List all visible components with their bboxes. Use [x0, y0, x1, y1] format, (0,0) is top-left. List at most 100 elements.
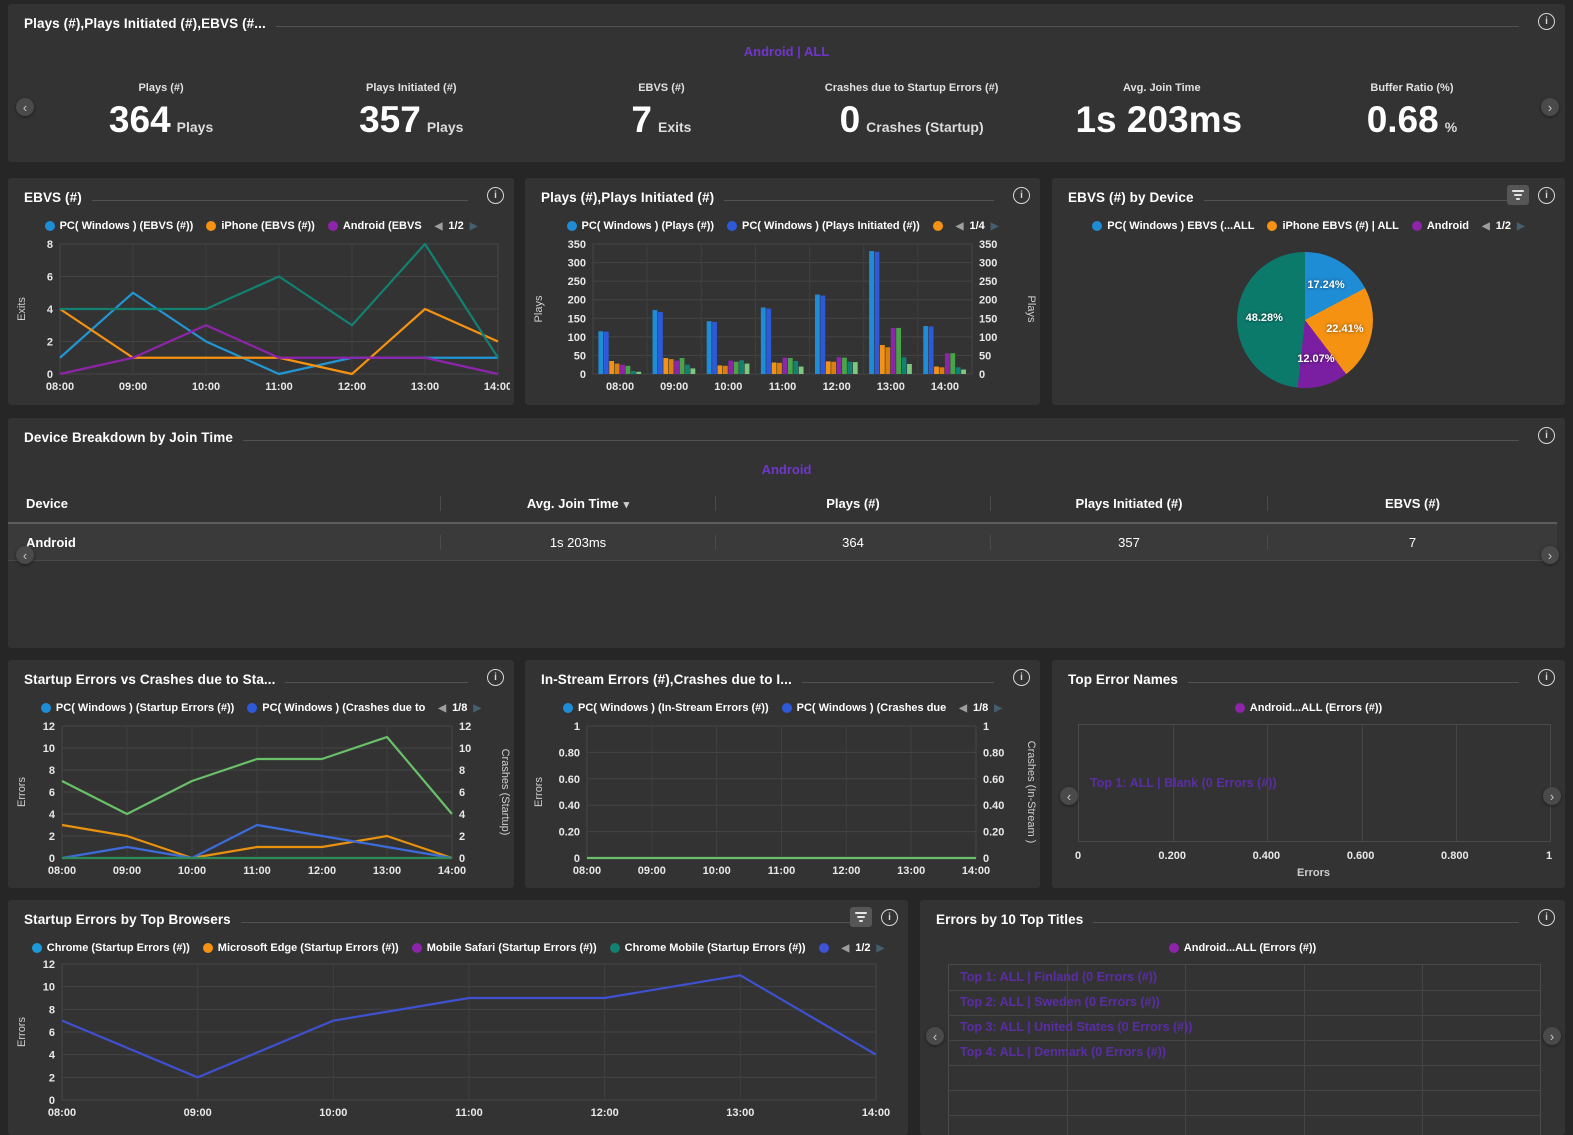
legend-item[interactable]: PC( Windows ) (Startup Errors (#)) [40, 702, 234, 714]
filter-icon[interactable] [850, 907, 872, 927]
browsers-line-chart[interactable]: 0 2 4 6 8 10 12 Errors 08:00 09:00 10:00 11:00 12:00… [12, 958, 904, 1128]
info-icon[interactable] [1538, 669, 1555, 686]
legend-page-number: 1/2 [448, 220, 464, 232]
scroll-left-button[interactable] [926, 1027, 944, 1045]
legend-label: PC( Windows ) (Crashes due to [262, 702, 426, 714]
svg-text:14:00: 14:00 [484, 381, 510, 393]
legend-next-icon[interactable] [1517, 221, 1525, 232]
x-axis-tick: 0.600 [1346, 850, 1375, 862]
svg-text:11:00: 11:00 [265, 381, 293, 393]
legend-item[interactable]: Mobile Safari (Startup Errors (#)) [411, 942, 597, 954]
info-icon[interactable] [1538, 187, 1555, 204]
info-icon[interactable] [1538, 427, 1555, 444]
legend-item[interactable]: PC( Windows ) (EBVS (#)) [44, 220, 193, 232]
legend-item[interactable]: Android...ALL (Errors (#)) [1168, 942, 1316, 954]
legend-next-icon[interactable] [994, 703, 1002, 714]
divider [1093, 921, 1519, 923]
ebvs-line-chart[interactable]: 0 2 4 6 8 Exits 08:00 09:00 10:00 11:00 12:00 13:00… [12, 236, 512, 398]
scroll-right-button[interactable] [1541, 98, 1559, 116]
svg-text:2: 2 [459, 831, 465, 843]
legend-next-icon[interactable] [877, 943, 885, 954]
svg-text:12:00: 12:00 [308, 865, 336, 877]
legend-item[interactable] [818, 943, 829, 953]
scroll-left-button[interactable] [1060, 787, 1078, 805]
legend-next-icon[interactable] [470, 221, 478, 232]
info-icon[interactable] [487, 669, 504, 686]
svg-text:Plays: Plays [533, 295, 545, 322]
legend-item[interactable]: PC( Windows ) (Crashes due [781, 702, 946, 714]
legend-item[interactable]: PC( Windows ) (Crashes due to [247, 702, 425, 714]
info-icon[interactable] [881, 909, 898, 926]
top-titles-chart[interactable]: Top 1: ALL | Finland (0 Errors (#)) Top 2… [920, 956, 1565, 1135]
scroll-left-button[interactable] [16, 546, 34, 564]
info-icon[interactable] [1013, 669, 1030, 686]
svg-text:150: 150 [568, 313, 586, 325]
legend-item[interactable]: PC( Windows ) (In-Stream Errors (#)) [563, 702, 769, 714]
legend-next-icon[interactable] [991, 221, 999, 232]
scroll-left-button[interactable] [16, 98, 34, 116]
kpi-unit: Plays [426, 119, 464, 135]
plays-bar-chart[interactable]: 0 0 50 50 100 100 150 150 200 200 250 250 300 300 350 3… [529, 236, 1037, 398]
column-header-avg-join-time[interactable]: Avg. Join Time [440, 495, 715, 511]
svg-text:12:00: 12:00 [832, 865, 860, 877]
legend-item[interactable]: PC( Windows ) EBVS (...ALL [1092, 220, 1254, 232]
column-header-ebvs[interactable]: EBVS (#) [1267, 495, 1557, 511]
legend-prev-icon[interactable] [1482, 221, 1490, 232]
svg-text:14:00: 14:00 [862, 1107, 890, 1119]
scroll-right-button[interactable] [1543, 1027, 1561, 1045]
kpi-label: Avg. Join Time [1122, 82, 1201, 94]
legend-pagination: 1/4 [956, 220, 999, 232]
info-icon[interactable] [1538, 13, 1555, 30]
svg-text:2: 2 [49, 1072, 55, 1084]
legend-item[interactable]: PC( Windows ) (Plays (#)) [566, 220, 714, 232]
top-error-names-chart[interactable]: Top 1: ALL | Blank (0 Errors (#)) 0 0.200 0… [1052, 716, 1565, 888]
kpi-label: EBVS (#) [638, 82, 685, 94]
svg-text:0.40: 0.40 [559, 800, 580, 812]
svg-text:08:00: 08:00 [573, 865, 601, 877]
filter-icon[interactable] [1507, 185, 1529, 205]
svg-text:13:00: 13:00 [726, 1107, 754, 1119]
legend-prev-icon[interactable] [435, 221, 443, 232]
legend-prev-icon[interactable] [959, 703, 967, 714]
scroll-right-button[interactable] [1541, 546, 1559, 564]
svg-text:0: 0 [580, 369, 586, 381]
column-header-plays-initiated[interactable]: Plays Initiated (#) [990, 495, 1267, 511]
legend-next-icon[interactable] [473, 703, 481, 714]
legend-item[interactable]: PC( Windows ) (Plays Initiated (#)) [727, 220, 920, 232]
svg-text:09:00: 09:00 [660, 381, 688, 393]
legend-item[interactable]: Chrome (Startup Errors (#)) [31, 942, 190, 954]
info-icon[interactable] [487, 187, 504, 204]
panel-ebvs-by-device: EBVS (#) by Device PC( Windows ) EBVS (.… [1052, 178, 1565, 405]
legend-label: Chrome Mobile (Startup Errors (#)) [624, 942, 806, 954]
legend-item[interactable]: iPhone EBVS (#) | ALL [1267, 220, 1399, 232]
svg-text:2: 2 [49, 831, 55, 843]
startup-errors-line-chart[interactable]: 0 0 2 2 4 4 6 6 8 8 10 10 12 12 Errors Crashes (Startup… [12, 718, 511, 882]
legend-item[interactable]: Android [1411, 220, 1469, 232]
legend-prev-icon[interactable] [438, 703, 446, 714]
legend-item[interactable]: iPhone (EBVS (#)) [206, 220, 315, 232]
legend-item[interactable]: Microsoft Edge (Startup Errors (#)) [202, 942, 399, 954]
svg-text:12: 12 [43, 721, 55, 733]
info-icon[interactable] [1538, 909, 1555, 926]
column-header-device[interactable]: Device [26, 495, 68, 511]
legend-prev-icon[interactable] [956, 221, 964, 232]
legend-item[interactable]: Android (EBVS [327, 220, 422, 232]
panel-ebvs: EBVS (#) PC( Windows ) (EBVS (#)) iPhone … [8, 178, 514, 405]
kpi-value: 364 [108, 99, 171, 140]
panel-title: In-Stream Errors (#),Crashes due to I... [541, 672, 792, 687]
instream-errors-line-chart[interactable]: 0 0 0.20 0.20 0.40 0.40 0.60 0.60 0.80 0.80 1 1 Erro… [529, 718, 1037, 882]
legend-prev-icon[interactable] [842, 943, 850, 954]
pie-graphic[interactable] [1237, 252, 1373, 388]
ebvs-pie-chart[interactable]: 17.24% 22.41% 12.07% 48.28% [1052, 234, 1565, 405]
divider [91, 199, 468, 201]
legend-item[interactable] [932, 221, 943, 231]
svg-text:08:00: 08:00 [48, 1107, 76, 1119]
svg-text:1: 1 [574, 721, 580, 733]
legend-item[interactable]: Android...ALL (Errors (#)) [1234, 702, 1382, 714]
column-header-plays[interactable]: Plays (#) [715, 495, 990, 511]
legend-item[interactable]: Chrome Mobile (Startup Errors (#)) [609, 942, 806, 954]
panel-title: Startup Errors vs Crashes due to Sta... [24, 672, 276, 687]
scroll-right-button[interactable] [1543, 787, 1561, 805]
table-row[interactable]: Android 1s 203ms 364 357 7 [8, 524, 1557, 561]
info-icon[interactable] [1013, 187, 1030, 204]
